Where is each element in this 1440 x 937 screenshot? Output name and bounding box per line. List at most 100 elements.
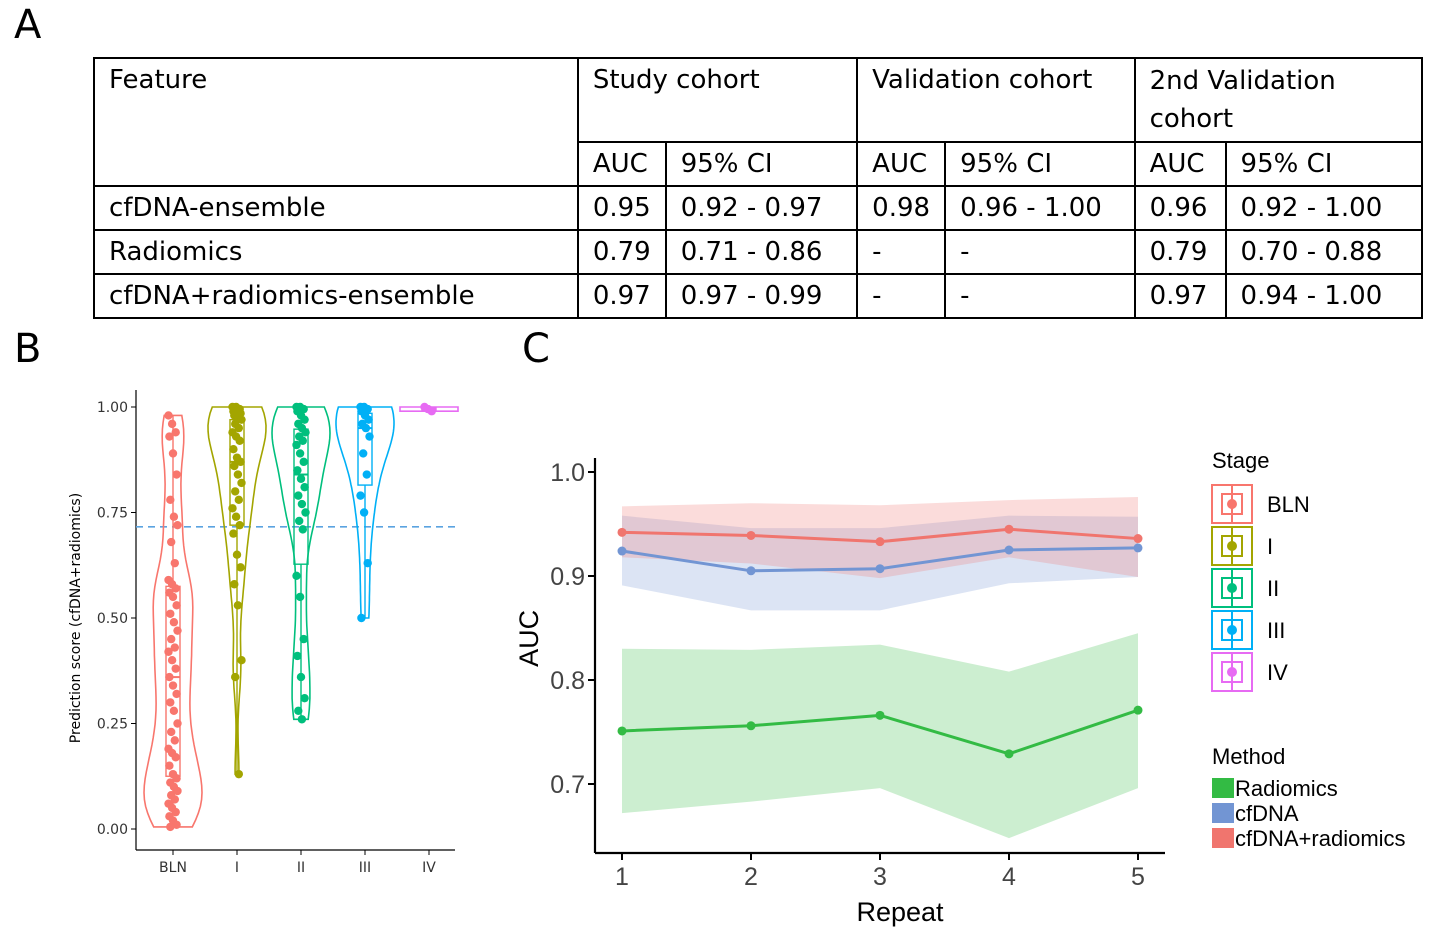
x-tick-label: II bbox=[297, 860, 305, 876]
data-point-BLN bbox=[170, 795, 179, 804]
data-point-I bbox=[233, 470, 243, 479]
data-point-BLN bbox=[167, 656, 177, 665]
data-point-I bbox=[235, 520, 244, 530]
data-point-BLN bbox=[164, 411, 173, 420]
data-point-II bbox=[297, 715, 307, 724]
data-point-I bbox=[230, 580, 239, 589]
ci-ribbon-Radiomics bbox=[622, 633, 1138, 839]
cell-val2-ci: 0.94 - 1.00 bbox=[1224, 273, 1424, 319]
x-tick-label: BLN bbox=[159, 860, 187, 876]
table-subheader-row: AUC 95% CI AUC 95% CI AUC 95% CI bbox=[94, 141, 1424, 187]
cell-val2-auc: 0.97 bbox=[1133, 273, 1227, 319]
cell-feature: cfDNA-ensemble bbox=[93, 185, 579, 231]
data-point-I bbox=[228, 504, 237, 513]
violin-chart: 0.00 0.25 0.50 0.75 1.00 Prediction score (cf… bbox=[68, 390, 459, 876]
series-point-Radiomics bbox=[1133, 705, 1143, 715]
data-point-BLN bbox=[170, 736, 179, 745]
data-point-I bbox=[235, 436, 244, 445]
data-point-II bbox=[298, 525, 307, 534]
data-point-II bbox=[298, 436, 307, 445]
cell-study-auc: 0.79 bbox=[576, 229, 667, 275]
legend-method-swatch bbox=[1212, 828, 1234, 848]
data-point-BLN bbox=[165, 432, 174, 441]
legend-stage-title: Stage bbox=[1212, 448, 1270, 473]
y-tick-label: 0.00 bbox=[97, 822, 128, 838]
violin-BLN bbox=[143, 414, 203, 828]
data-point-II bbox=[292, 571, 301, 580]
series-point-cfDNA bbox=[746, 566, 756, 576]
data-point-BLN bbox=[172, 774, 181, 783]
data-point-II bbox=[301, 428, 310, 437]
data-point-I bbox=[237, 656, 246, 665]
y-axis-label: AUC bbox=[514, 610, 544, 667]
data-point-I bbox=[232, 550, 242, 559]
violin-III bbox=[335, 406, 395, 619]
data-point-BLN bbox=[171, 753, 180, 762]
legend-stage-dot bbox=[1227, 667, 1237, 677]
x-tick-label: 2 bbox=[744, 863, 758, 891]
table-header-row: Feature Study cohort Validation cohort 2… bbox=[93, 57, 1424, 187]
data-point-BLN bbox=[166, 495, 175, 505]
data-point-III bbox=[365, 432, 374, 441]
data-point-II bbox=[297, 499, 307, 509]
legend-method-label: cfDNA+radiomics bbox=[1235, 826, 1406, 851]
y-tick-label: 1.0 bbox=[550, 459, 585, 487]
data-point-BLN bbox=[165, 761, 174, 770]
data-point-BLN bbox=[169, 512, 179, 521]
y-axis-label: Prediction score (cfDNA+radiomics) bbox=[68, 493, 84, 743]
data-point-BLN bbox=[170, 643, 179, 652]
data-point-BLN bbox=[166, 609, 175, 618]
data-point-I bbox=[231, 487, 240, 496]
subheader-ci: 95% CI bbox=[944, 141, 1136, 187]
data-point-II bbox=[295, 516, 304, 526]
y-tick-label: 0.50 bbox=[97, 611, 128, 627]
series-point-cfDNA bbox=[1133, 543, 1143, 553]
panel-label-b: B bbox=[14, 326, 42, 372]
data-point-I bbox=[230, 461, 239, 471]
data-point-BLN bbox=[164, 647, 173, 656]
data-point-I bbox=[229, 445, 238, 454]
legend-method-swatch bbox=[1212, 778, 1234, 798]
data-point-BLN bbox=[171, 584, 180, 593]
data-point-II bbox=[300, 415, 309, 424]
series-point-Radiomics bbox=[1004, 749, 1014, 759]
cell-val-ci: 0.96 - 1.00 bbox=[944, 185, 1136, 231]
data-point-I bbox=[233, 601, 243, 610]
subheader-auc: AUC bbox=[1133, 141, 1227, 187]
data-point-II bbox=[300, 693, 309, 703]
subheader-ci: 95% CI bbox=[1224, 141, 1424, 187]
data-point-II bbox=[293, 466, 302, 475]
x-tick-label: 3 bbox=[873, 863, 887, 891]
data-point-I bbox=[236, 563, 245, 572]
y-tick-label: 1.00 bbox=[97, 400, 128, 416]
header-second-validation-cohort: 2nd Validation cohort bbox=[1133, 57, 1424, 143]
x-tick-label: IV bbox=[422, 860, 436, 876]
data-point-II bbox=[294, 706, 303, 716]
x-axis-label: Repeat bbox=[856, 897, 944, 927]
x-tick-label: I bbox=[235, 860, 239, 876]
data-point-BLN bbox=[172, 601, 181, 610]
x-tick-label: 5 bbox=[1131, 863, 1145, 891]
data-point-BLN bbox=[169, 706, 179, 716]
series-point-Radiomics bbox=[746, 721, 756, 731]
panel-label-c: C bbox=[522, 326, 550, 372]
data-point-III bbox=[364, 415, 373, 424]
header-feature: Feature bbox=[93, 57, 579, 187]
data-point-BLN bbox=[168, 681, 178, 690]
cell-val-auc: 0.98 bbox=[856, 185, 947, 231]
series-point-cfDNA+radiomics bbox=[875, 537, 885, 547]
data-point-BLN bbox=[167, 537, 176, 547]
data-point-BLN bbox=[169, 618, 179, 627]
data-point-BLN bbox=[171, 807, 180, 817]
legend-stage-dot bbox=[1227, 499, 1237, 509]
legend-method-title: Method bbox=[1212, 744, 1285, 769]
violin-I bbox=[207, 406, 267, 775]
data-point-I bbox=[231, 512, 241, 521]
legend-method-swatch bbox=[1212, 803, 1234, 823]
series-point-cfDNA+radiomics bbox=[1133, 534, 1143, 544]
data-point-BLN bbox=[167, 419, 177, 429]
data-point-BLN bbox=[168, 449, 178, 458]
data-point-I bbox=[231, 672, 240, 682]
data-point-BLN bbox=[172, 820, 181, 829]
data-point-BLN bbox=[173, 786, 182, 796]
